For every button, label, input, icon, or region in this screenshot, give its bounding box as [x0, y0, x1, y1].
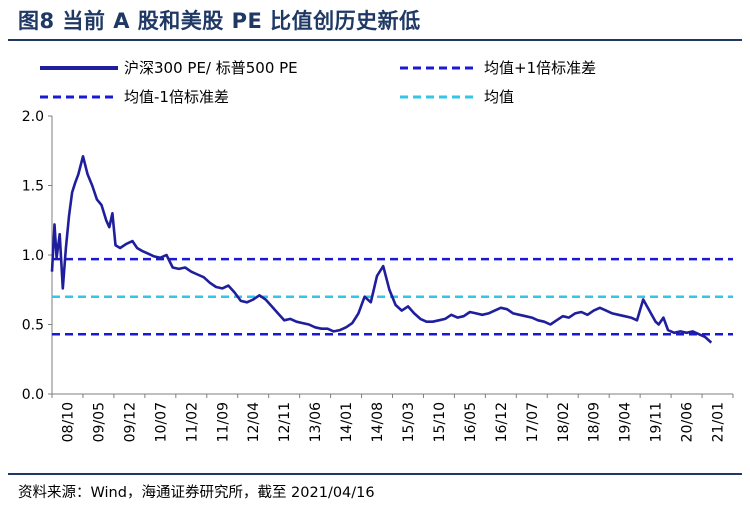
- x-tick-label: 16/05: [463, 402, 479, 442]
- y-ticks: 0.0 0.5 1.0 1.5 2.0: [22, 109, 52, 403]
- x-ticks: 08/10 09/05 09/12 10/07 11/02 11/09 12/04 12/11…: [51, 394, 734, 442]
- x-tick-label: 19/11: [649, 402, 665, 442]
- x-tick-label: 12/04: [246, 402, 262, 442]
- y-tick-label: 0.0: [22, 387, 44, 403]
- x-tick-label: 10/07: [153, 402, 169, 442]
- x-tick-label: 20/06: [680, 402, 696, 442]
- footer-rule: [8, 473, 742, 475]
- legend-label-series: 沪深300 PE/ 标普500 PE: [124, 59, 298, 77]
- y-tick-label: 1.0: [22, 248, 44, 264]
- x-tick-label: 09/05: [91, 402, 107, 442]
- y-tick-label: 0.5: [22, 318, 44, 334]
- x-tick-label: 09/12: [122, 402, 138, 442]
- legend-label-upper: 均值+1倍标准差: [484, 59, 596, 77]
- title-bar: 图8 当前 A 股和美股 PE 比值创历史新低: [0, 0, 750, 40]
- x-tick-label: 14/08: [370, 402, 386, 442]
- y-tick-label: 1.5: [22, 179, 44, 195]
- x-tick-label: 21/01: [711, 402, 727, 442]
- x-tick-label: 19/04: [618, 402, 634, 442]
- x-tick-label: 13/06: [308, 402, 324, 442]
- legend: 沪深300 PE/ 标普500 PE 均值+1倍标准差 均值-1倍标准差 均值: [40, 59, 596, 106]
- source-note: 资料来源：Wind，海通证券研究所，截至 2021/04/16: [18, 485, 375, 501]
- x-tick-label: 12/11: [277, 402, 293, 442]
- x-tick-label: 15/03: [401, 402, 417, 442]
- chart: 沪深300 PE/ 标普500 PE 均值+1倍标准差 均值-1倍标准差 均值 …: [22, 59, 734, 442]
- x-tick-label: 18/02: [556, 402, 572, 442]
- series-group: [50, 155, 713, 344]
- series-line-pe-ratio: [50, 155, 713, 344]
- title-rule: [8, 39, 742, 41]
- x-tick-label: 18/09: [587, 402, 603, 442]
- y-tick-label: 2.0: [22, 109, 44, 125]
- x-tick-label: 17/07: [525, 402, 541, 442]
- x-tick-label: 16/12: [494, 402, 510, 442]
- x-tick-label: 15/10: [432, 402, 448, 442]
- legend-label-mean: 均值: [484, 88, 514, 106]
- x-tick-label: 11/09: [215, 402, 231, 442]
- x-tick-label: 11/02: [184, 402, 200, 442]
- x-tick-label: 08/10: [60, 402, 76, 442]
- legend-label-lower: 均值-1倍标准差: [124, 88, 229, 106]
- x-tick-label: 14/01: [339, 402, 355, 442]
- figure-title: 图8 当前 A 股和美股 PE 比值创历史新低: [18, 9, 421, 33]
